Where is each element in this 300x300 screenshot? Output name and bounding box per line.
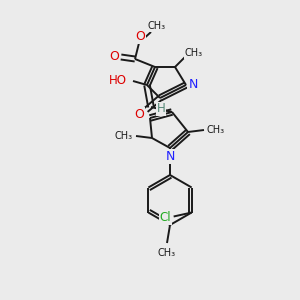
Text: CH₃: CH₃ xyxy=(158,248,176,258)
Text: HO: HO xyxy=(109,74,127,86)
Text: CH₃: CH₃ xyxy=(185,48,203,58)
Text: O: O xyxy=(135,29,145,43)
Text: CH₃: CH₃ xyxy=(207,125,225,135)
Text: H: H xyxy=(157,103,165,116)
Text: N: N xyxy=(188,79,198,92)
Text: CH₃: CH₃ xyxy=(148,21,166,31)
Text: CH₃: CH₃ xyxy=(115,131,133,141)
Text: O: O xyxy=(134,107,144,121)
Text: Cl: Cl xyxy=(160,211,172,224)
Text: N: N xyxy=(165,149,175,163)
Text: O: O xyxy=(109,50,119,64)
